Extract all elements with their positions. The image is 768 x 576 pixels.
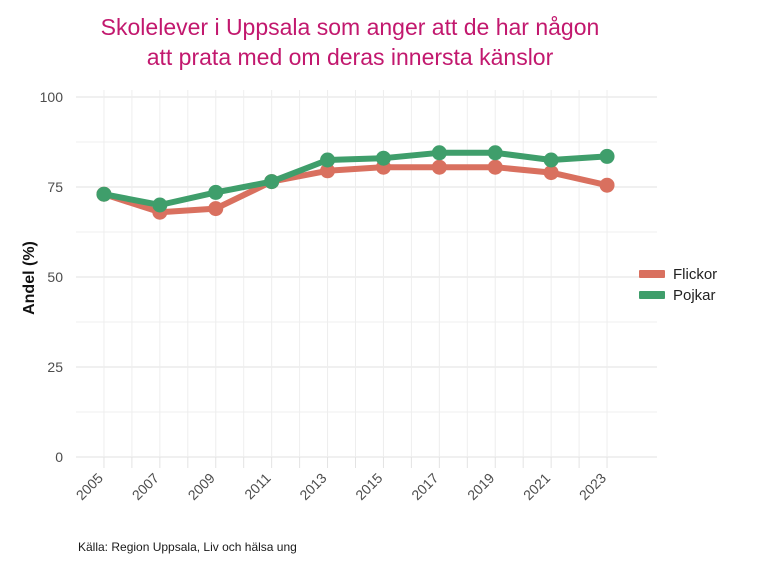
series-pojkar xyxy=(96,145,615,213)
series-line xyxy=(100,149,611,208)
data-point-marker xyxy=(599,177,615,193)
x-axis-tick-label: 2021 xyxy=(520,470,553,503)
x-axis-tick-label: 2015 xyxy=(352,470,385,503)
data-point-marker xyxy=(431,159,447,175)
data-point-marker xyxy=(487,145,503,161)
y-axis-tick-labels: 0 25 50 75 100 xyxy=(40,89,64,465)
data-point-marker xyxy=(320,163,336,179)
data-point-marker xyxy=(208,184,224,200)
x-axis-tick-marks xyxy=(103,457,608,468)
data-point-marker xyxy=(208,201,224,217)
legend-label[interactable]: Flickor xyxy=(673,266,717,283)
data-point-marker xyxy=(375,150,391,166)
data-series-layer xyxy=(96,145,615,220)
data-point-marker xyxy=(152,197,168,213)
y-axis-title: Andel (%) xyxy=(21,241,38,315)
x-axis-tick-label: 2005 xyxy=(73,470,106,503)
y-axis-tick-label: 50 xyxy=(47,269,63,285)
x-axis-tick-label: 2013 xyxy=(296,470,329,503)
x-axis-tick-label: 2009 xyxy=(185,470,218,503)
y-axis-tick-label: 25 xyxy=(47,359,63,375)
data-point-marker xyxy=(431,145,447,161)
legend-swatch xyxy=(639,270,665,278)
source-note: Källa: Region Uppsala, Liv och hälsa ung xyxy=(78,540,297,554)
x-axis-tick-label: 2017 xyxy=(408,470,441,503)
data-point-marker xyxy=(599,148,615,164)
x-axis-tick-label: 2007 xyxy=(129,470,162,503)
y-axis-tick-label: 0 xyxy=(55,449,63,465)
series-line xyxy=(100,164,611,216)
chart-title: Skolelever i Uppsala som anger att de ha… xyxy=(0,12,700,72)
x-axis-tick-label: 2019 xyxy=(464,470,497,503)
chart-title-line-2: att prata med om deras innersta känslor xyxy=(146,44,554,70)
data-point-marker xyxy=(320,152,336,168)
chart-legend: Flickor Pojkar xyxy=(639,266,717,304)
y-axis-tick-label: 75 xyxy=(47,179,63,195)
x-axis-tick-label: 2011 xyxy=(241,470,274,503)
legend-swatch xyxy=(639,291,665,299)
data-point-marker xyxy=(543,165,559,181)
legend-label[interactable]: Pojkar xyxy=(673,287,716,304)
data-point-marker xyxy=(543,152,559,168)
y-axis-tick-label: 100 xyxy=(40,89,64,105)
data-point-marker xyxy=(96,186,112,202)
data-point-marker xyxy=(487,159,503,175)
data-point-marker xyxy=(264,174,280,190)
x-axis-tick-labels: 2005 2007 2009 2011 2013 2015 2017 2019 2021 2023 xyxy=(73,470,610,503)
grid-lines xyxy=(76,90,657,458)
x-axis-tick-label: 2023 xyxy=(576,470,609,503)
chart-title-line-1: Skolelever i Uppsala som anger att de ha… xyxy=(100,14,600,40)
